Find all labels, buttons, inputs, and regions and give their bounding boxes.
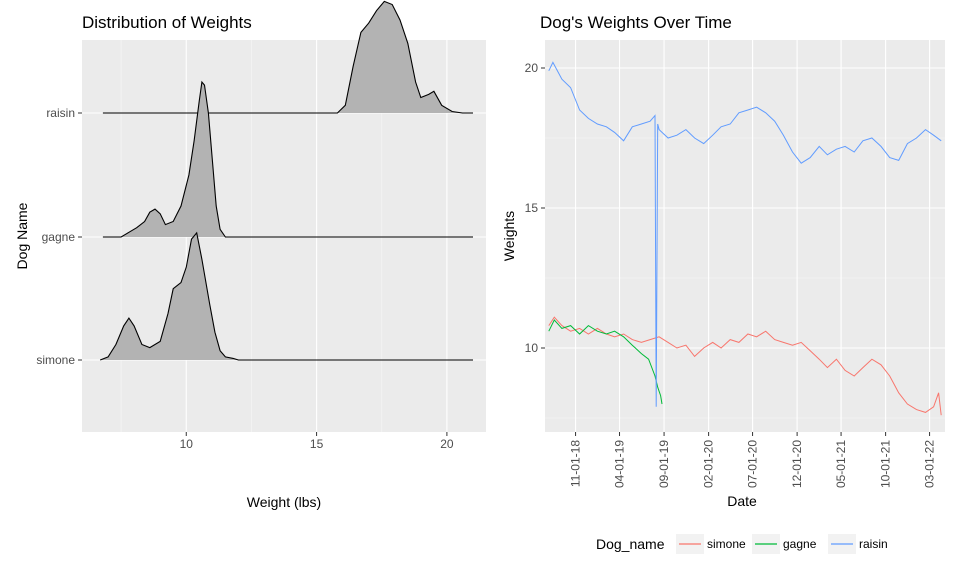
ridge-line-simone: [99, 231, 473, 361]
right-x-ticks: 11-01-18 04-01-19 09-01-19 02-01-20 07-01-20…: [569, 432, 937, 488]
legend-label-gagne: gagne: [783, 537, 817, 551]
right-plot-panel: [545, 40, 945, 432]
x-tick-label: 02-01-20: [702, 440, 716, 488]
x-tick-label: 03-01-22: [923, 440, 937, 488]
x-tick-label: 20: [440, 437, 454, 451]
left-y-ticks: simone gagne raisin: [36, 106, 82, 367]
ridge-fill-gagne: [102, 82, 474, 237]
x-tick-label: 09-01-19: [657, 440, 671, 488]
legend: Dog_name simone gagne raisin: [596, 534, 888, 554]
right-grid: [545, 40, 945, 432]
x-tick-label: 10-01-21: [879, 440, 893, 488]
legend-label-raisin: raisin: [859, 537, 888, 551]
x-tick-label: 04-01-19: [613, 440, 627, 488]
left-y-axis-title: Dog Name: [14, 202, 30, 269]
y-tick-label: 15: [525, 201, 539, 215]
x-tick-label: 11-01-18: [569, 440, 583, 487]
x-tick-label: 05-01-21: [834, 440, 848, 488]
legend-title: Dog_name: [596, 536, 665, 552]
legend-label-simone: simone: [707, 537, 746, 551]
right-y-ticks: 10 15 20: [525, 61, 545, 355]
right-chart-title: Dog's Weights Over Time: [540, 13, 732, 32]
right-y-axis-title: Weights: [501, 211, 517, 261]
y-tick-label: simone: [36, 353, 75, 367]
left-x-axis-title: Weight (lbs): [247, 494, 321, 510]
series-line-raisin: [548, 61, 942, 407]
y-tick-label: gagne: [42, 230, 76, 244]
x-tick-label: 10: [180, 437, 194, 451]
y-tick-label: 20: [525, 61, 539, 75]
ridge-fill-raisin: [102, 1, 474, 113]
ridge-fill-simone: [100, 232, 473, 360]
left-x-ticks: 10 15 20: [180, 432, 454, 451]
y-tick-label: 10: [525, 341, 539, 355]
x-tick-label: 15: [310, 437, 324, 451]
y-tick-label: raisin: [46, 106, 75, 120]
series-line-simone: [548, 316, 942, 416]
right-lines: [548, 61, 942, 416]
right-x-axis-title: Date: [727, 493, 757, 509]
left-ridges: [99, 0, 474, 361]
ridge-line-gagne: [102, 80, 473, 238]
left-chart-title: Distribution of Weights: [82, 13, 252, 32]
x-tick-label: 07-01-20: [746, 440, 760, 488]
x-tick-label: 12-01-20: [790, 440, 804, 488]
ridge-line-raisin: [102, 0, 473, 114]
